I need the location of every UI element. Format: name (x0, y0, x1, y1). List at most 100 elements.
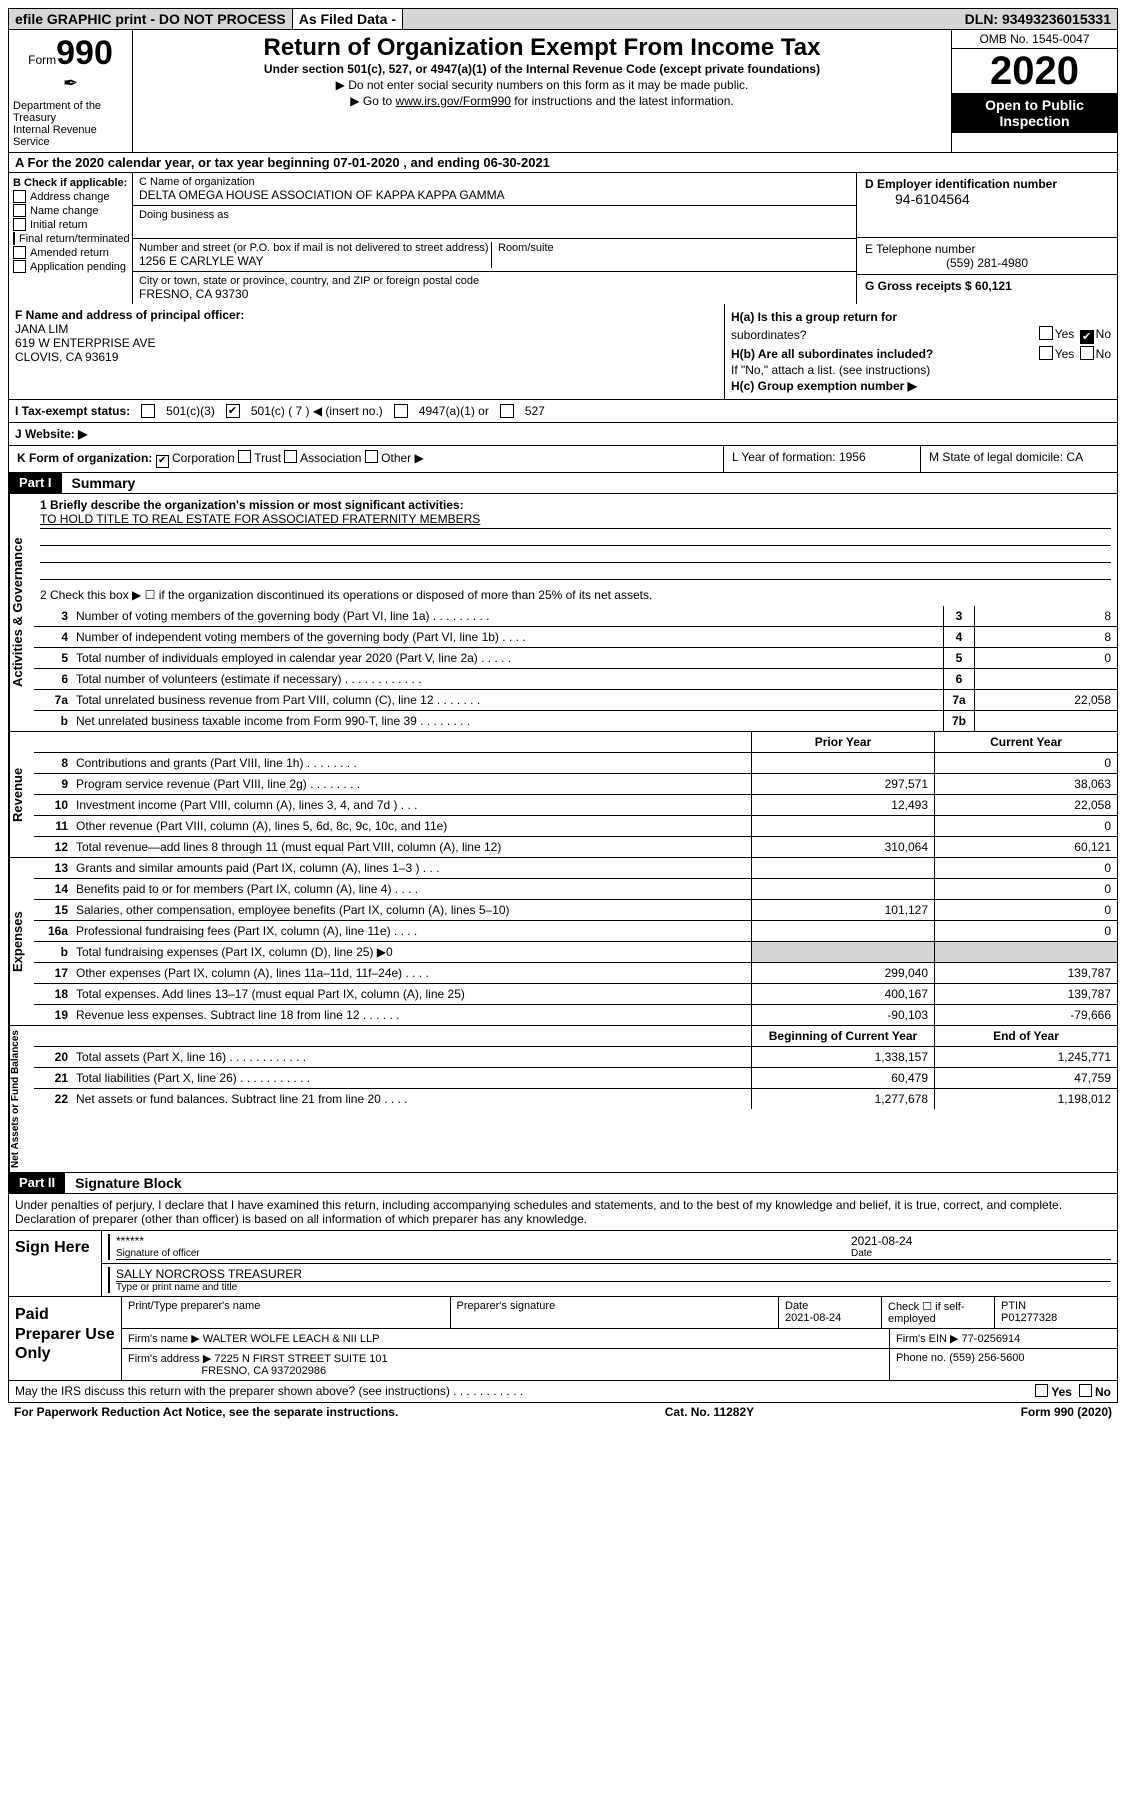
hdr-begin: Beginning of Current Year (751, 1026, 934, 1046)
note-link: ▶ Go to www.irs.gov/Form990 for instruct… (139, 94, 945, 108)
chk-initial[interactable] (13, 218, 26, 231)
prep-sig-hdr: Preparer's signature (457, 1300, 556, 1312)
col-c: C Name of organization DELTA OMEGA HOUSE… (133, 173, 856, 304)
footer: For Paperwork Reduction Act Notice, see … (8, 1403, 1118, 1421)
mission-block: 1 Briefly describe the organization's mi… (34, 494, 1117, 584)
gross-receipts: G Gross receipts $ 60,121 (865, 279, 1012, 293)
form-title: Return of Organization Exempt From Incom… (139, 34, 945, 62)
sig-name: SALLY NORCROSS TREASURER (116, 1267, 1111, 1282)
sig-name-label: Type or print name and title (116, 1282, 1111, 1293)
preparer-section: Paid Preparer Use Only Print/Type prepar… (8, 1297, 1118, 1381)
phone-label: E Telephone number (865, 242, 1109, 256)
header-grid: B Check if applicable: Address change Na… (8, 173, 1118, 304)
hdr-prior: Prior Year (751, 732, 934, 752)
form-id-block: Form990 ✒ Department of the Treasury Int… (9, 30, 133, 152)
chk-amended[interactable] (13, 246, 26, 259)
chk-501c[interactable] (226, 404, 240, 418)
chk-527[interactable] (500, 404, 514, 418)
prep-date: 2021-08-24 (785, 1312, 841, 1324)
gov-row: 5Total number of individuals employed in… (34, 648, 1117, 669)
efile-label: efile GRAPHIC print - DO NOT PROCESS (9, 9, 292, 29)
col-b: B Check if applicable: Address change Na… (9, 173, 133, 304)
row-j: J Website: ▶ (8, 423, 1118, 446)
prep-name-hdr: Print/Type preparer's name (128, 1300, 260, 1312)
chk-trust[interactable] (238, 450, 251, 463)
chk-pending[interactable] (13, 260, 26, 273)
chk-final[interactable] (13, 232, 15, 245)
chk-name[interactable] (13, 204, 26, 217)
box-f: F Name and address of principal officer:… (9, 304, 724, 399)
city-label: City or town, state or province, country… (139, 275, 850, 287)
preparer-label: Paid Preparer Use Only (9, 1297, 121, 1380)
omb-label: OMB No. 1545-0047 (952, 30, 1117, 49)
prep-selfemp: Check ☐ if self-employed (888, 1301, 965, 1325)
fh-row: F Name and address of principal officer:… (8, 304, 1118, 400)
firm-phone: (559) 256-5600 (949, 1352, 1024, 1364)
sig-date: 2021-08-24 (851, 1234, 1111, 1248)
chk-4947[interactable] (394, 404, 408, 418)
signature-section: Under penalties of perjury, I declare th… (8, 1194, 1118, 1297)
chk-other[interactable] (365, 450, 378, 463)
sig-officer-label: Signature of officer (116, 1248, 851, 1260)
chk-address[interactable] (13, 190, 26, 203)
row-k: K Form of organization: ✔ Corporation Tr… (9, 446, 724, 472)
hdr-end: End of Year (934, 1026, 1117, 1046)
penalty-text: Under penalties of perjury, I declare th… (9, 1194, 1117, 1230)
netassets-section: Net Assets or Fund Balances Beginning of… (8, 1026, 1118, 1173)
table-row: 18Total expenses. Add lines 13–17 (must … (34, 984, 1117, 1005)
table-row: 14Benefits paid to or for members (Part … (34, 879, 1117, 900)
form-number: 990 (56, 34, 113, 72)
revenue-section: Revenue Prior Year Current Year 8Contrib… (8, 732, 1118, 858)
table-row: 15Salaries, other compensation, employee… (34, 900, 1117, 921)
pra-notice: For Paperwork Reduction Act Notice, see … (14, 1405, 398, 1419)
hb-yes[interactable] (1039, 346, 1053, 360)
row-i: I Tax-exempt status: 501(c)(3) 501(c) ( … (8, 400, 1118, 423)
phone-value: (559) 281-4980 (865, 256, 1109, 270)
revenue-vtab: Revenue (9, 732, 34, 857)
efile-topbar: efile GRAPHIC print - DO NOT PROCESS As … (8, 8, 1118, 30)
room-label: Room/suite (498, 242, 850, 254)
org-name: DELTA OMEGA HOUSE ASSOCIATION OF KAPPA K… (139, 188, 850, 202)
firm-ein: 77-0256914 (962, 1333, 1021, 1345)
discuss-yes[interactable] (1035, 1384, 1048, 1397)
table-row: 17Other expenses (Part IX, column (A), l… (34, 963, 1117, 984)
table-row: 8Contributions and grants (Part VIII, li… (34, 753, 1117, 774)
gov-row: 7aTotal unrelated business revenue from … (34, 690, 1117, 711)
col-de: D Employer identification number 94-6104… (856, 173, 1117, 304)
governance-vtab: Activities & Governance (9, 494, 34, 731)
expenses-section: Expenses 13Grants and similar amounts pa… (8, 858, 1118, 1026)
title-right: OMB No. 1545-0047 2020 Open to Public In… (951, 30, 1117, 152)
chk-501c3[interactable] (141, 404, 155, 418)
dba-label: Doing business as (139, 209, 850, 221)
gov-row: bNet unrelated business taxable income f… (34, 711, 1117, 731)
form-label: Form (28, 53, 56, 67)
chk-corp[interactable]: ✔ (156, 455, 169, 468)
row-a: A For the 2020 calendar year, or tax yea… (8, 153, 1118, 173)
ha-yes[interactable] (1039, 326, 1053, 340)
discuss-no[interactable] (1079, 1384, 1092, 1397)
part1-title: Summary (62, 473, 146, 493)
table-row: 16aProfessional fundraising fees (Part I… (34, 921, 1117, 942)
org-name-label: C Name of organization (139, 176, 850, 188)
firm-addr2: FRESNO, CA 937202986 (201, 1365, 326, 1377)
table-row: 20Total assets (Part X, line 16) . . . .… (34, 1047, 1117, 1068)
city-value: FRESNO, CA 93730 (139, 287, 850, 301)
table-row: 22Net assets or fund balances. Subtract … (34, 1089, 1117, 1109)
ha-no[interactable]: ✔ (1080, 330, 1094, 344)
part1-header: Part I Summary (8, 473, 1118, 494)
street-label: Number and street (or P.O. box if mail i… (139, 242, 491, 254)
part2-tab: Part II (9, 1173, 65, 1193)
gov-row: 3Number of voting members of the governi… (34, 606, 1117, 627)
year-formation: L Year of formation: 1956 (724, 446, 921, 472)
cat-no: Cat. No. 11282Y (665, 1405, 754, 1419)
irs-link[interactable]: www.irs.gov/Form990 (396, 94, 511, 108)
chk-assoc[interactable] (284, 450, 297, 463)
governance-section: Activities & Governance 1 Briefly descri… (8, 494, 1118, 732)
sign-here-label: Sign Here (9, 1231, 102, 1296)
officer-addr2: CLOVIS, CA 93619 (15, 350, 118, 364)
table-row: 19Revenue less expenses. Subtract line 1… (34, 1005, 1117, 1025)
netassets-vtab: Net Assets or Fund Balances (9, 1026, 34, 1172)
hb-no[interactable] (1080, 346, 1094, 360)
gov-row: 4Number of independent voting members of… (34, 627, 1117, 648)
table-row: 21Total liabilities (Part X, line 26) . … (34, 1068, 1117, 1089)
